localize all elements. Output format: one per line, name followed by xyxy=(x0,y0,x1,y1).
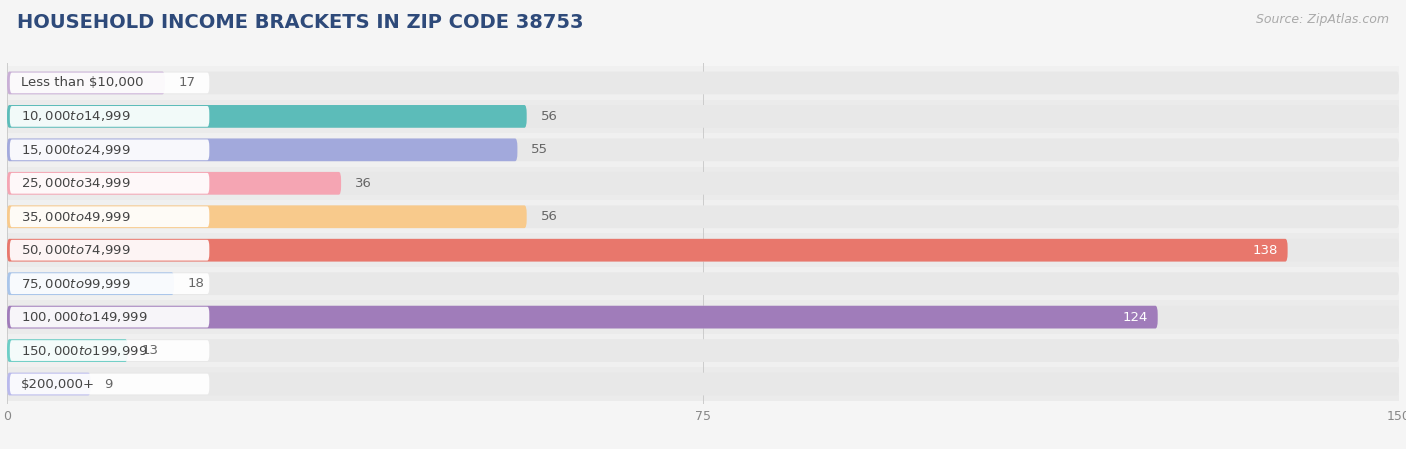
FancyBboxPatch shape xyxy=(10,307,209,327)
FancyBboxPatch shape xyxy=(7,71,165,94)
FancyBboxPatch shape xyxy=(10,173,209,194)
Text: 18: 18 xyxy=(188,277,205,290)
FancyBboxPatch shape xyxy=(7,100,1399,133)
FancyBboxPatch shape xyxy=(7,373,1399,396)
Text: Less than $10,000: Less than $10,000 xyxy=(21,76,143,89)
Text: $35,000 to $49,999: $35,000 to $49,999 xyxy=(21,210,131,224)
Text: $100,000 to $149,999: $100,000 to $149,999 xyxy=(21,310,148,324)
FancyBboxPatch shape xyxy=(7,66,1399,100)
FancyBboxPatch shape xyxy=(7,272,174,295)
FancyBboxPatch shape xyxy=(7,172,342,195)
Text: 124: 124 xyxy=(1123,311,1149,324)
FancyBboxPatch shape xyxy=(10,140,209,160)
FancyBboxPatch shape xyxy=(10,73,209,93)
Text: 36: 36 xyxy=(354,177,373,190)
Text: $150,000 to $199,999: $150,000 to $199,999 xyxy=(21,343,148,357)
Text: Source: ZipAtlas.com: Source: ZipAtlas.com xyxy=(1256,13,1389,26)
FancyBboxPatch shape xyxy=(7,105,527,128)
FancyBboxPatch shape xyxy=(10,106,209,127)
Text: 9: 9 xyxy=(104,378,112,391)
FancyBboxPatch shape xyxy=(7,133,1399,167)
FancyBboxPatch shape xyxy=(10,340,209,361)
FancyBboxPatch shape xyxy=(7,200,1399,233)
Text: 56: 56 xyxy=(540,210,558,223)
FancyBboxPatch shape xyxy=(7,367,1399,401)
FancyBboxPatch shape xyxy=(10,207,209,227)
FancyBboxPatch shape xyxy=(7,172,1399,195)
Text: 13: 13 xyxy=(142,344,159,357)
FancyBboxPatch shape xyxy=(7,300,1399,334)
FancyBboxPatch shape xyxy=(7,138,517,161)
FancyBboxPatch shape xyxy=(7,205,1399,228)
FancyBboxPatch shape xyxy=(7,373,90,396)
FancyBboxPatch shape xyxy=(7,233,1399,267)
FancyBboxPatch shape xyxy=(7,138,1399,161)
Text: $15,000 to $24,999: $15,000 to $24,999 xyxy=(21,143,131,157)
FancyBboxPatch shape xyxy=(7,205,527,228)
FancyBboxPatch shape xyxy=(7,272,1399,295)
FancyBboxPatch shape xyxy=(7,71,1399,94)
Text: 56: 56 xyxy=(540,110,558,123)
FancyBboxPatch shape xyxy=(10,273,209,294)
Text: $200,000+: $200,000+ xyxy=(21,378,96,391)
FancyBboxPatch shape xyxy=(10,240,209,260)
Text: $25,000 to $34,999: $25,000 to $34,999 xyxy=(21,176,131,190)
Text: $10,000 to $14,999: $10,000 to $14,999 xyxy=(21,110,131,123)
FancyBboxPatch shape xyxy=(7,105,1399,128)
FancyBboxPatch shape xyxy=(7,239,1399,262)
Text: HOUSEHOLD INCOME BRACKETS IN ZIP CODE 38753: HOUSEHOLD INCOME BRACKETS IN ZIP CODE 38… xyxy=(17,13,583,32)
FancyBboxPatch shape xyxy=(7,306,1399,329)
FancyBboxPatch shape xyxy=(7,306,1157,329)
FancyBboxPatch shape xyxy=(7,339,128,362)
FancyBboxPatch shape xyxy=(7,339,1399,362)
Text: 55: 55 xyxy=(531,143,548,156)
FancyBboxPatch shape xyxy=(7,334,1399,367)
FancyBboxPatch shape xyxy=(7,167,1399,200)
FancyBboxPatch shape xyxy=(7,239,1288,262)
Text: $75,000 to $99,999: $75,000 to $99,999 xyxy=(21,277,131,291)
Text: 138: 138 xyxy=(1253,244,1278,257)
FancyBboxPatch shape xyxy=(10,374,209,394)
Text: $50,000 to $74,999: $50,000 to $74,999 xyxy=(21,243,131,257)
FancyBboxPatch shape xyxy=(7,267,1399,300)
Text: 17: 17 xyxy=(179,76,195,89)
